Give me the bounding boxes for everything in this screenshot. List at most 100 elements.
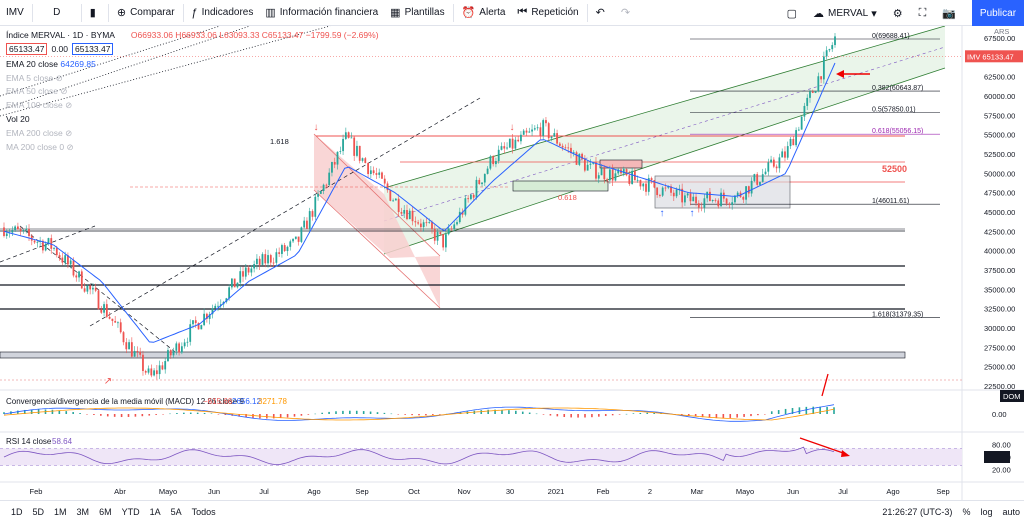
annotation-level-52500: 52500 [882, 164, 907, 174]
macd-histogram-bar [183, 412, 185, 414]
percent-toggle[interactable]: % [962, 507, 971, 517]
candle-body [834, 36, 836, 46]
indicators-button[interactable]: ƒ Indicadores [186, 0, 260, 26]
ema100-legend[interactable]: EMA 100 close ⊘ [6, 100, 72, 111]
range-button-todos[interactable]: Todos [191, 506, 216, 517]
chart-canvas[interactable]: 67500.0065000.0062500.0060000.0057500.00… [0, 26, 1024, 500]
candle-body [592, 162, 595, 164]
macd-histogram-bar [411, 414, 413, 416]
financials-button[interactable]: ▥ Información financiera [259, 0, 384, 26]
rsi-band [0, 448, 962, 466]
layout-button[interactable]: ☁ MERVAL ▾ [807, 0, 887, 26]
candle-body [531, 129, 533, 132]
macd-histogram-bar [349, 410, 351, 414]
y-tick-label: 57500.00 [984, 111, 1015, 120]
chart-svg[interactable]: 67500.0065000.0062500.0060000.0057500.00… [0, 26, 1024, 500]
symbol-search[interactable]: IMV [0, 0, 30, 26]
log-toggle[interactable]: log [980, 507, 993, 517]
range-button-1d[interactable]: 1D [11, 506, 23, 517]
eye-off-icon[interactable]: ⊘ [66, 142, 74, 152]
candle-body [292, 238, 294, 242]
candle-body [809, 91, 811, 98]
range-button-5d[interactable]: 5D [32, 506, 45, 517]
cloud-icon: ☁ [812, 7, 824, 20]
y-tick-label: 50000.00 [984, 169, 1015, 178]
x-tick-label: Ago [307, 487, 320, 496]
range-button-6m[interactable]: 6M [99, 506, 112, 517]
financials-label: Información financiera [279, 7, 379, 18]
ask-price[interactable]: 65133.47 [72, 43, 114, 55]
candle-body [378, 172, 381, 175]
candle-body [203, 313, 206, 326]
candle-body [264, 254, 267, 264]
ema20-legend[interactable]: EMA 20 close 64269.85 [6, 59, 96, 69]
candle-body [389, 190, 392, 201]
range-box-green [512, 180, 609, 192]
alert-button[interactable]: ⏰ Alerta [456, 0, 512, 26]
undo-button[interactable]: ↶ [590, 0, 615, 26]
x-tick-label: Feb [597, 487, 610, 496]
snapshot-button[interactable]: 📷 [936, 0, 966, 26]
maximize-button[interactable]: ⛶ [913, 0, 937, 26]
range-button-1m[interactable]: 1M [54, 506, 67, 517]
ma200-legend[interactable]: MA 200 close 0 ⊘ [6, 142, 74, 153]
macd-histogram-bar [639, 412, 642, 414]
macd-histogram-bar [729, 414, 732, 418]
redo-button[interactable]: ↷ [615, 0, 640, 26]
candle-body [94, 287, 97, 291]
chart-type-button[interactable]: ▮ [84, 0, 106, 26]
clock-readout[interactable]: 21:26:27 (UTC-3) [882, 507, 953, 517]
macd-histogram-bar [777, 410, 780, 414]
candle-body [628, 175, 631, 185]
ema200-legend[interactable]: EMA 200 close ⊘ [6, 128, 72, 139]
bottom-toolbar: 1D 5D 1M 3M 6M YTD 1A 5A Todos 21:26:27 (UTC-3) … [0, 500, 1024, 522]
candle-body [72, 260, 75, 276]
publish-button[interactable]: Publicar [972, 0, 1024, 26]
candle-body [514, 139, 517, 149]
x-tick-label: Ago [886, 487, 899, 496]
macd-histogram-bar [494, 409, 496, 414]
candle-body [328, 172, 331, 186]
range-button-5a[interactable]: 5A [170, 506, 182, 517]
fib-level-label: 1.618(31379.35) [872, 311, 923, 318]
bid-price[interactable]: 65133.47 [6, 43, 48, 55]
candle-body [817, 76, 820, 92]
eye-off-icon[interactable]: ⊘ [65, 100, 73, 110]
macd-histogram-bar [743, 414, 745, 417]
spread-value: 0.00 [51, 44, 68, 54]
range-button-ytd[interactable]: YTD [121, 506, 140, 517]
candle-body [445, 234, 447, 248]
candle-body [130, 342, 133, 357]
candle-body [550, 136, 553, 139]
replay-button[interactable]: ⏮ Repetición [511, 0, 584, 26]
candle-body [442, 234, 445, 248]
fullscreen-button[interactable]: ▢ [781, 0, 807, 26]
candle-body [461, 211, 464, 215]
range-button-3m[interactable]: 3M [76, 506, 90, 517]
candle-body [625, 169, 628, 176]
signal-arrow-icon: ↓ [314, 122, 319, 133]
x-tick-label: Jul [838, 487, 848, 496]
interval-button[interactable]: D [35, 0, 79, 26]
candle-body [353, 137, 356, 156]
candle-body [325, 184, 328, 186]
macd-histogram-bar [591, 414, 593, 418]
ema50-legend[interactable]: EMA 50 close ⊘ [6, 86, 67, 97]
eye-off-icon[interactable]: ⊘ [60, 86, 68, 96]
candle-body [428, 222, 431, 223]
vol-legend[interactable]: Vol 20 [6, 114, 30, 124]
eye-off-icon[interactable]: ⊘ [55, 73, 63, 83]
eye-off-icon[interactable]: ⊘ [65, 128, 73, 138]
templates-icon: ▦ [390, 7, 401, 19]
top-toolbar: IMV D ▮ ⊕ Comparar ƒ Indicadores ▥ Informac… [0, 0, 1024, 26]
candle-body [36, 241, 39, 243]
range-button-1a[interactable]: 1A [149, 506, 161, 517]
candle-body [275, 252, 278, 263]
compare-label: Comparar [130, 7, 175, 18]
ema5-legend[interactable]: EMA 5 close ⊘ [6, 73, 63, 84]
candle-body [136, 350, 139, 352]
settings-button[interactable]: ⚙ [887, 0, 913, 26]
templates-button[interactable]: ▦ Plantillas [384, 0, 450, 26]
compare-button[interactable]: ⊕ Comparar [111, 0, 181, 26]
auto-toggle[interactable]: auto [1002, 507, 1020, 517]
